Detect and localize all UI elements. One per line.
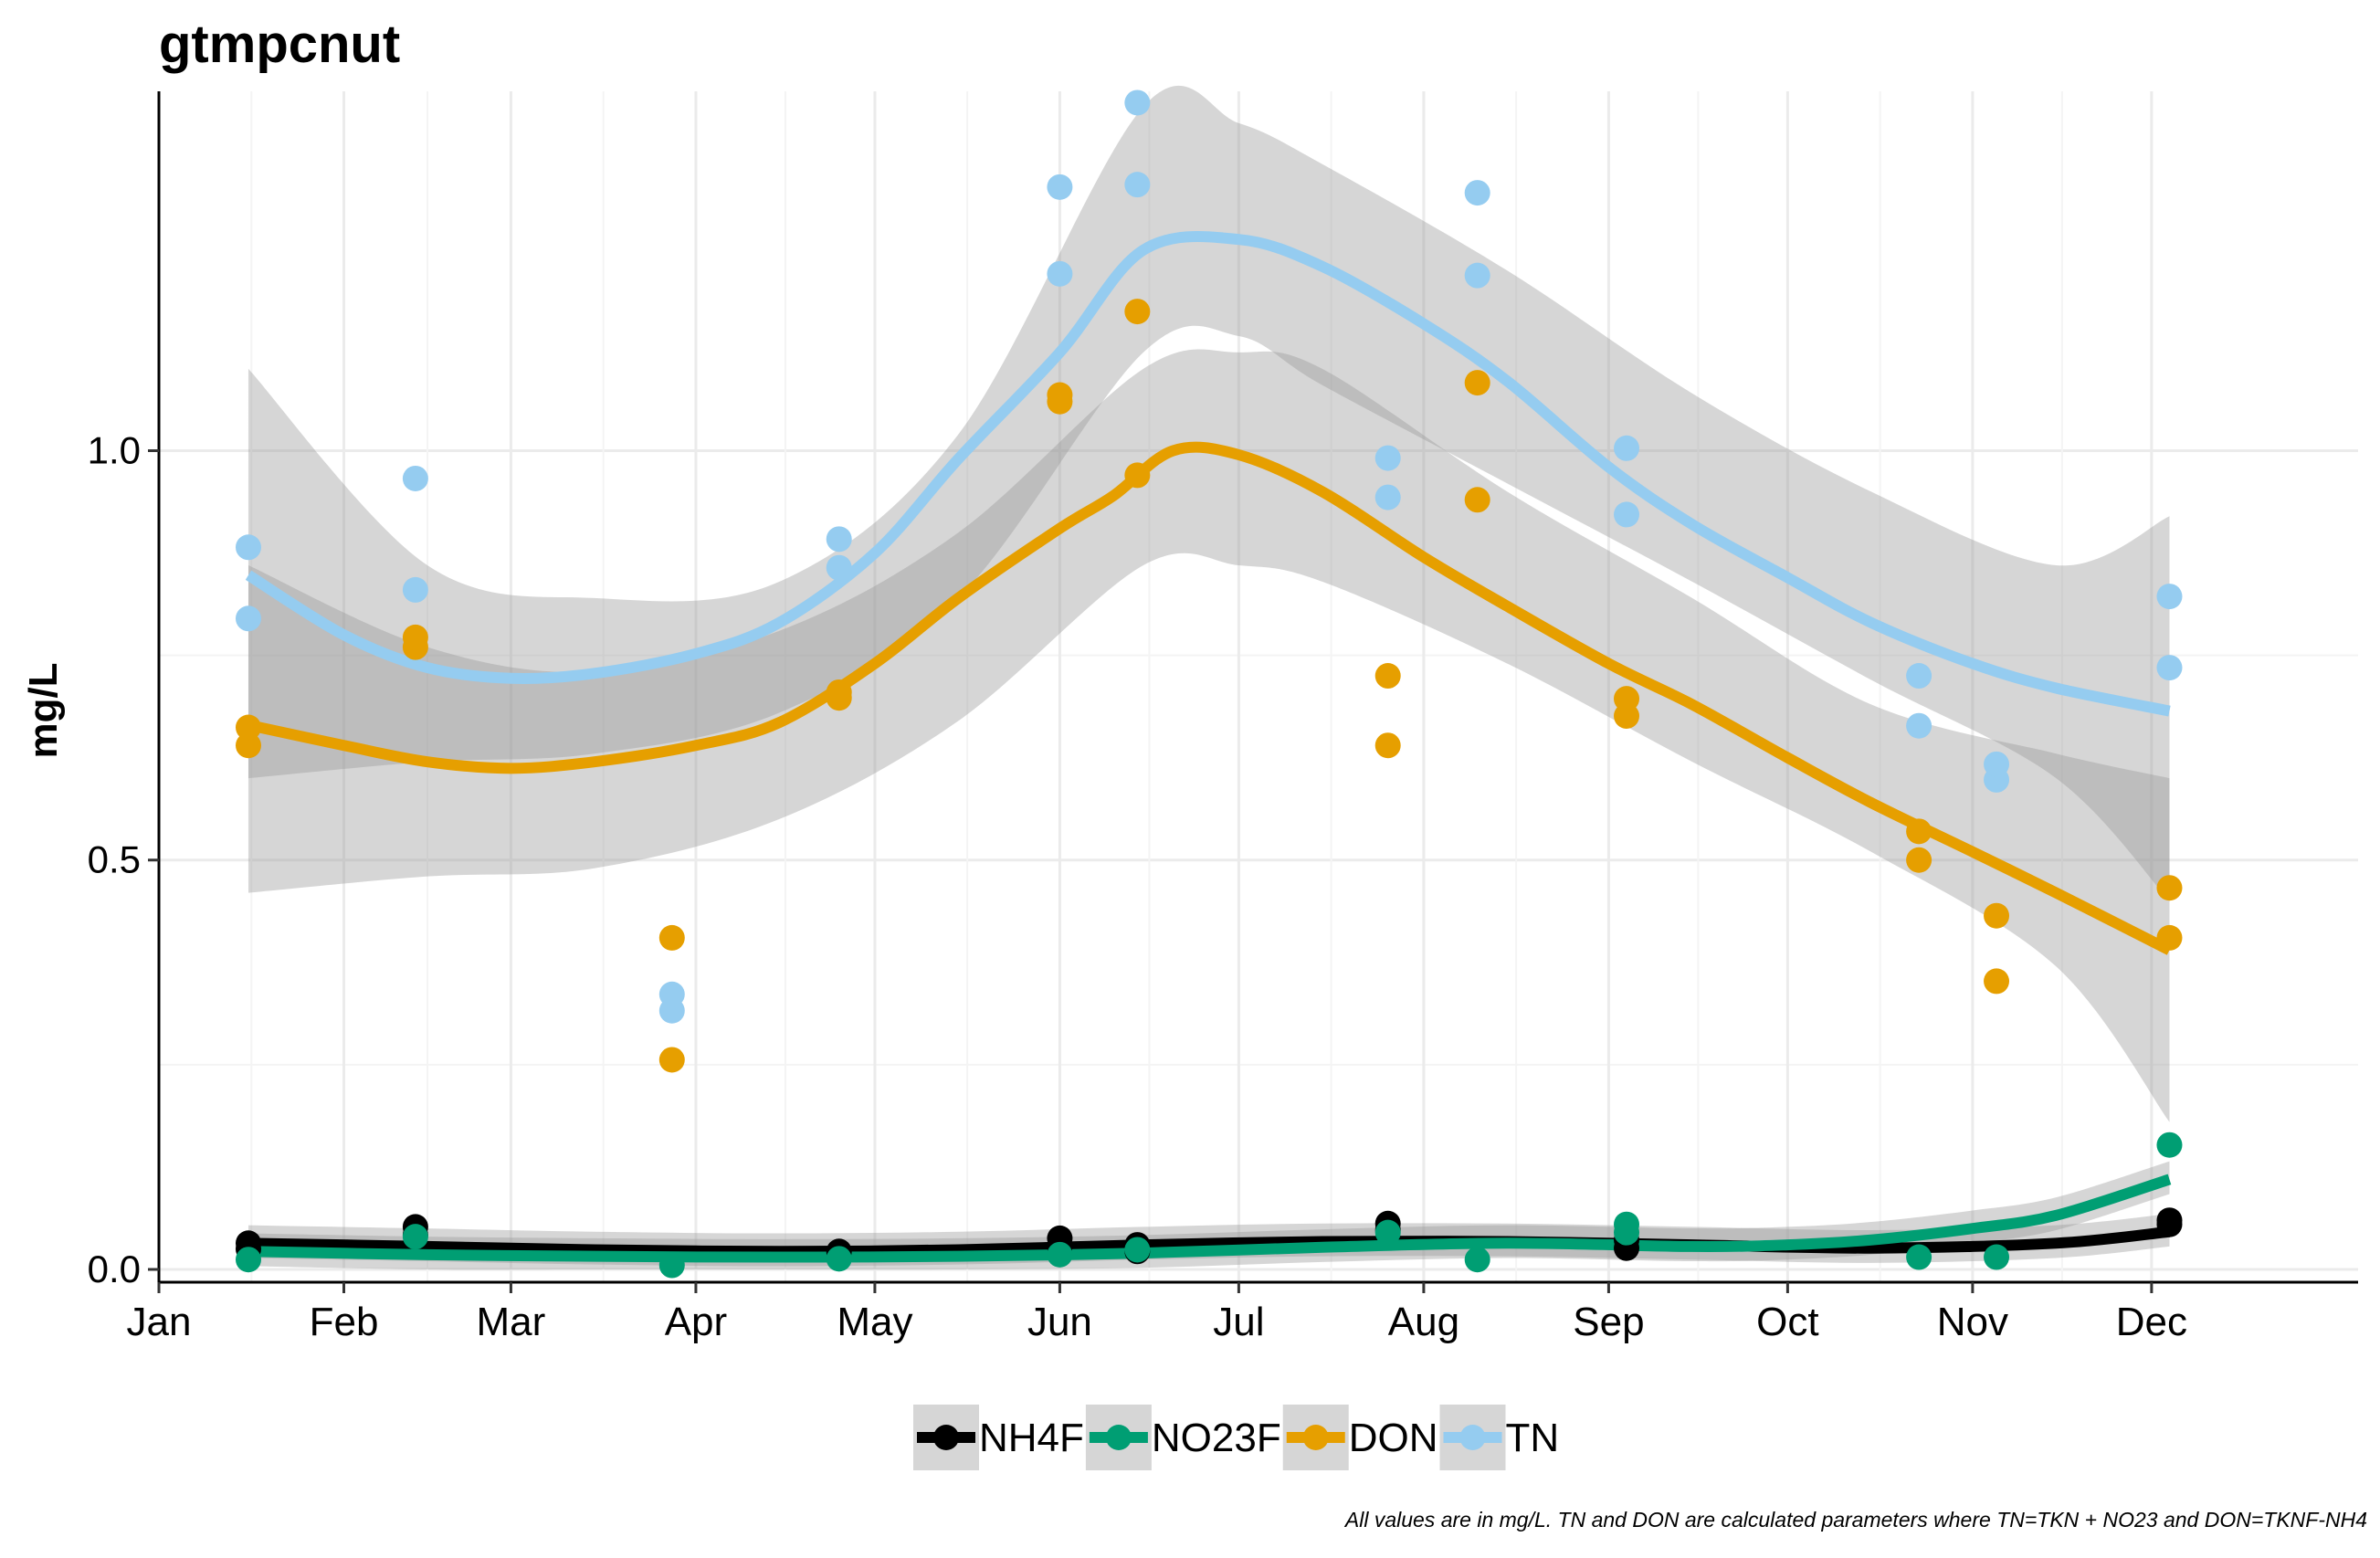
x-tick-label-10: Nov [1937, 1300, 2008, 1344]
point-no23f-1 [402, 1224, 428, 1250]
x-tick-label-0: Jan [127, 1300, 192, 1344]
chart-caption: All values are in mg/L. TN and DON are c… [1343, 1508, 2367, 1532]
point-don-0 [235, 732, 261, 759]
point-tn-22 [2156, 655, 2183, 681]
point-don-10 [1124, 462, 1151, 489]
point-don-12 [1374, 732, 1401, 759]
point-tn-12 [1374, 484, 1401, 511]
point-don-23 [2156, 875, 2183, 901]
smooth-line-no23f [247, 1174, 2172, 1263]
point-tn-13 [1374, 445, 1401, 471]
point-tn-14 [1464, 262, 1490, 289]
point-tn-9 [1047, 174, 1073, 200]
point-tn-3 [402, 465, 428, 491]
point-tn-21 [1984, 751, 2010, 777]
x-tick-label-11: Dec [2116, 1300, 2187, 1344]
point-tn-0 [235, 605, 261, 632]
point-tn-18 [1906, 712, 1932, 739]
chart-title: gtmpcnut [159, 15, 400, 74]
x-tick-label-6: Jul [1213, 1300, 1264, 1344]
point-tn-11 [1124, 89, 1151, 116]
point-no23f-2 [658, 1252, 685, 1279]
point-nh4f-14 [2156, 1207, 2183, 1234]
point-don-9 [1047, 382, 1073, 408]
point-don-14 [1464, 487, 1490, 513]
point-no23f-7 [1464, 1247, 1490, 1273]
point-don-19 [1906, 818, 1932, 845]
data-points [235, 89, 2183, 1279]
point-don-1 [235, 714, 261, 741]
point-tn-5 [658, 981, 685, 1007]
point-don-17 [1614, 686, 1640, 712]
point-no23f-12 [2156, 1132, 2183, 1158]
point-no23f-6 [1374, 1219, 1401, 1246]
smooth-lines [245, 231, 2173, 1263]
x-tick-label-9: Oct [1756, 1300, 1818, 1344]
x-tick-label-4: May [837, 1300, 912, 1344]
point-don-7 [826, 679, 852, 705]
x-tick-label-5: Jun [1027, 1300, 1092, 1344]
x-tick-label-7: Aug [1388, 1300, 1459, 1344]
smooth-line-nh4f [247, 1226, 2171, 1258]
x-tick-label-2: Mar [477, 1300, 546, 1344]
legend-point-tn [1459, 1425, 1486, 1450]
point-tn-10 [1124, 172, 1151, 198]
point-no23f-11 [1984, 1244, 2010, 1270]
point-tn-16 [1614, 501, 1640, 528]
smooth-line-tn [245, 231, 2171, 717]
legend-label-nh4f: NH4F [979, 1416, 1084, 1460]
legend-label-no23f: NO23F [1152, 1416, 1281, 1460]
point-don-20 [1984, 968, 2010, 995]
point-tn-8 [1047, 260, 1073, 287]
band-don [247, 349, 2170, 1122]
legend-label-tn: TN [1506, 1416, 1560, 1460]
legend-point-nh4f [933, 1425, 959, 1450]
point-tn-7 [826, 526, 852, 553]
legend-point-don [1302, 1425, 1329, 1450]
point-tn-23 [2156, 584, 2183, 610]
y-tick-label-2: 1.0 [88, 428, 141, 471]
x-tick-label-1: Feb [310, 1300, 379, 1344]
point-no23f-5 [1124, 1237, 1151, 1263]
point-don-4 [658, 1047, 685, 1073]
point-don-22 [2156, 924, 2183, 951]
point-no23f-9 [1614, 1211, 1640, 1237]
x-tick-label-3: Apr [665, 1300, 727, 1344]
y-tick-label-0: 0.0 [88, 1247, 141, 1290]
y-tick-label-1: 0.5 [88, 838, 141, 881]
point-no23f-10 [1906, 1244, 1932, 1270]
point-don-15 [1464, 370, 1490, 396]
point-don-5 [658, 924, 685, 951]
point-no23f-4 [1047, 1241, 1073, 1268]
point-don-21 [1984, 902, 2010, 929]
point-no23f-3 [826, 1246, 852, 1272]
y-axis-label: mg/L [21, 662, 66, 758]
axes: 0.0 0.5 1.0 Jan Feb Mar Apr May Jun Jul Aug Sep Oct N… [88, 91, 2358, 1344]
legend-label-don: DON [1349, 1416, 1438, 1460]
x-tick-label-8: Sep [1573, 1300, 1644, 1344]
point-don-3 [402, 624, 428, 650]
point-don-13 [1374, 663, 1401, 690]
legend-point-no23f [1105, 1425, 1132, 1450]
point-don-11 [1124, 299, 1151, 325]
point-tn-6 [826, 554, 852, 581]
point-no23f-0 [235, 1247, 261, 1273]
legend: NH4F NO23F DON TN [913, 1405, 1559, 1470]
point-tn-17 [1614, 435, 1640, 461]
band-tn [247, 85, 2170, 901]
point-tn-15 [1464, 180, 1490, 206]
point-tn-2 [402, 576, 428, 603]
point-tn-1 [235, 534, 261, 561]
point-tn-19 [1906, 663, 1932, 690]
smooth-line-don [247, 441, 2173, 955]
point-don-18 [1906, 847, 1932, 873]
